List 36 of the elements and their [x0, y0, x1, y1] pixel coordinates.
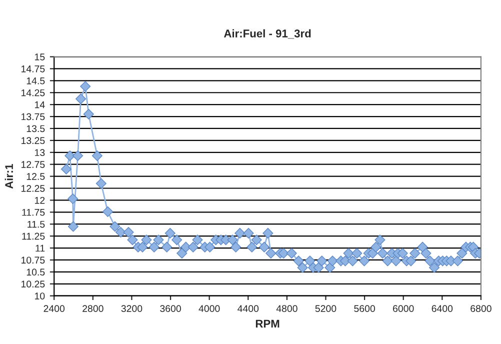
y-tick-label: 12.25 — [21, 184, 45, 192]
y-tick-label: 14 — [35, 101, 45, 108]
y-tick-label: 13.25 — [21, 137, 45, 144]
y-tick-label: 14.75 — [21, 66, 45, 72]
y-tick-label: 14.5 — [26, 78, 45, 84]
y-tick-label: 13 — [35, 149, 45, 156]
y-tick-label: 11.75 — [22, 208, 45, 216]
x-tick-label: 2400 — [44, 305, 65, 312]
x-tick-label: 6000 — [393, 305, 414, 312]
x-tick-label: 5600 — [354, 305, 375, 312]
y-tick-label: 12.5 — [26, 173, 45, 180]
x-tick-label: 2800 — [82, 305, 104, 312]
y-tick-label: 15 — [35, 54, 45, 60]
y-tick-label: 10.75 — [21, 256, 45, 264]
x-tick-label: 5200 — [315, 305, 336, 312]
x-tick-label: 6400 — [432, 305, 453, 312]
y-tick-label: 11.25 — [22, 232, 45, 240]
x-tick-label: 4800 — [276, 305, 298, 312]
y-tick-label: 12.75 — [21, 161, 45, 168]
x-tick-label: 4000 — [198, 305, 220, 312]
y-tick-label: 13.75 — [21, 113, 45, 120]
y-tick-label: 10.25 — [21, 280, 45, 288]
x-axis-title: RPM — [256, 320, 280, 328]
x-tick-label: 4400 — [238, 305, 259, 312]
y-tick-label: 14.25 — [21, 89, 45, 96]
y-axis-title: Air:1 — [4, 164, 13, 189]
y-tick-label: 11.5 — [28, 220, 45, 228]
y-tick-label: 10 — [35, 292, 45, 300]
x-tick-label: 3600 — [160, 305, 181, 312]
x-tick-label: 6800 — [470, 305, 492, 312]
y-tick-label: 10.5 — [26, 268, 45, 276]
y-tick-label: 12 — [35, 196, 45, 204]
y-tick-label: 11 — [36, 244, 45, 252]
y-tick-label: 13.5 — [26, 125, 45, 132]
x-tick-label: 3200 — [121, 305, 142, 312]
chart-title: Air:Fuel - 91_3rd — [224, 29, 311, 39]
